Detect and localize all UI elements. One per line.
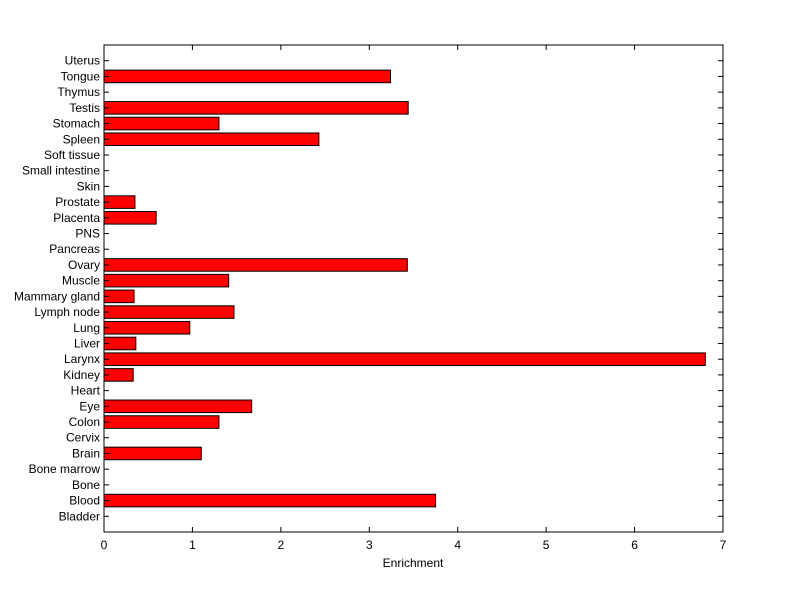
bar-tongue bbox=[103, 69, 392, 84]
y-tick-label-thymus: Thymus bbox=[57, 85, 100, 99]
bar-ovary bbox=[103, 258, 408, 272]
ticks-layer bbox=[103, 45, 724, 532]
bar-eye bbox=[103, 399, 253, 414]
y-tick-label-heart: Heart bbox=[71, 384, 101, 398]
plot-area-frame bbox=[103, 44, 724, 533]
y-tick-label-bone-marrow: Bone marrow bbox=[29, 462, 101, 476]
bars-layer bbox=[103, 69, 706, 508]
y-tick-label-tongue: Tongue bbox=[61, 69, 101, 83]
y-tick-label-larynx: Larynx bbox=[64, 352, 100, 366]
y-tick-label-placenta: Placenta bbox=[53, 211, 100, 225]
y-tick-label-spleen: Spleen bbox=[63, 132, 100, 146]
bar-blood bbox=[103, 493, 437, 508]
bar-spleen bbox=[103, 132, 320, 147]
x-tick-label-1: 1 bbox=[189, 538, 196, 552]
y-tick-label-stomach: Stomach bbox=[53, 117, 100, 131]
x-tick-label-2: 2 bbox=[278, 538, 285, 552]
y-tick-label-testis: Testis bbox=[69, 101, 100, 115]
y-tick-label-small-intestine: Small intestine bbox=[22, 164, 100, 178]
y-tick-label-kidney: Kidney bbox=[63, 368, 100, 382]
bar-lung bbox=[103, 320, 191, 335]
y-tick-label-ovary: Ovary bbox=[68, 258, 100, 272]
x-tick-label-4: 4 bbox=[454, 538, 461, 552]
y-tick-label-bone: Bone bbox=[72, 478, 100, 492]
bar-colon bbox=[103, 415, 220, 429]
bar-placenta bbox=[103, 211, 157, 225]
bar-testis bbox=[103, 101, 409, 115]
x-axis-label: Enrichment bbox=[383, 556, 444, 570]
y-tick-label-colon: Colon bbox=[69, 415, 100, 429]
bar-larynx bbox=[103, 352, 706, 366]
y-tick-label-blood: Blood bbox=[69, 494, 100, 508]
y-tick-label-liver: Liver bbox=[74, 336, 100, 350]
y-tick-label-bladder: Bladder bbox=[59, 509, 100, 523]
y-tick-label-brain: Brain bbox=[72, 446, 100, 460]
y-tick-label-lung: Lung bbox=[73, 321, 100, 335]
y-tick-label-mammary-gland: Mammary gland bbox=[14, 289, 100, 303]
x-tick-label-5: 5 bbox=[543, 538, 550, 552]
y-tick-label-lymph-node: Lymph node bbox=[34, 305, 100, 319]
bar-brain bbox=[103, 446, 202, 461]
bar-lymph-node bbox=[103, 305, 235, 319]
x-tick-label-6: 6 bbox=[631, 538, 638, 552]
y-tick-label-uterus: Uterus bbox=[65, 54, 100, 68]
y-tick-label-cervix: Cervix bbox=[66, 431, 100, 445]
y-tick-label-soft-tissue: Soft tissue bbox=[44, 148, 100, 162]
y-tick-label-prostate: Prostate bbox=[55, 195, 100, 209]
bar-stomach bbox=[103, 116, 220, 131]
y-tick-label-eye: Eye bbox=[79, 399, 100, 413]
y-tick-label-pancreas: Pancreas bbox=[49, 242, 100, 256]
y-tick-label-skin: Skin bbox=[77, 179, 100, 193]
y-tick-label-muscle: Muscle bbox=[62, 274, 100, 288]
bar-muscle bbox=[103, 273, 230, 288]
x-tick-label-0: 0 bbox=[101, 538, 108, 552]
x-tick-label-7: 7 bbox=[720, 538, 727, 552]
y-tick-label-pns: PNS bbox=[75, 227, 100, 241]
x-tick-label-3: 3 bbox=[366, 538, 373, 552]
